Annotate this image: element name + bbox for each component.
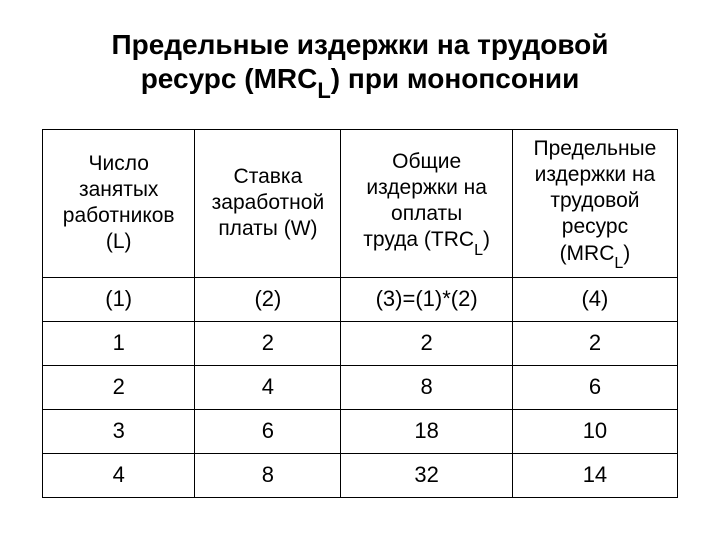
cell: 32 (341, 453, 512, 497)
cell: 6 (512, 365, 677, 409)
cell: (1) (43, 277, 195, 321)
title-line2-pre: ресурс (MRC (141, 63, 318, 94)
table-row: 2 4 8 6 (43, 365, 678, 409)
table-row: 3 6 18 10 (43, 409, 678, 453)
cell: 2 (341, 321, 512, 365)
header-wage: Ставка заработной платы (W) (195, 129, 341, 277)
cell: 2 (43, 365, 195, 409)
cell: 18 (341, 409, 512, 453)
header-marginal-cost: Предельные издержки на трудовой ресурс (… (512, 129, 677, 277)
cell: 6 (195, 409, 341, 453)
header-workers: Число занятых работников (L) (43, 129, 195, 277)
title-sub: L (317, 78, 330, 103)
table-row: 4 8 32 14 (43, 453, 678, 497)
cost-table: Число занятых работников (L) Ставка зара… (42, 129, 678, 498)
header-total-cost: Общие издержки на оплаты труда (TRCL) (341, 129, 512, 277)
cell: 3 (43, 409, 195, 453)
cell: 8 (341, 365, 512, 409)
table-header-row: Число занятых работников (L) Ставка зара… (43, 129, 678, 277)
cell: 1 (43, 321, 195, 365)
cell: 14 (512, 453, 677, 497)
cell: (4) (512, 277, 677, 321)
cell: (3)=(1)*(2) (341, 277, 512, 321)
cell: 4 (43, 453, 195, 497)
table-row: 1 2 2 2 (43, 321, 678, 365)
cell: (2) (195, 277, 341, 321)
cell: 2 (512, 321, 677, 365)
cell: 4 (195, 365, 341, 409)
title-line2-post: ) при монопсонии (331, 63, 580, 94)
cell: 8 (195, 453, 341, 497)
table-row: (1) (2) (3)=(1)*(2) (4) (43, 277, 678, 321)
cell: 10 (512, 409, 677, 453)
page-title: Предельные издержки на трудовой ресурс (… (42, 28, 678, 101)
cell: 2 (195, 321, 341, 365)
title-line1: Предельные издержки на трудовой (111, 29, 608, 60)
